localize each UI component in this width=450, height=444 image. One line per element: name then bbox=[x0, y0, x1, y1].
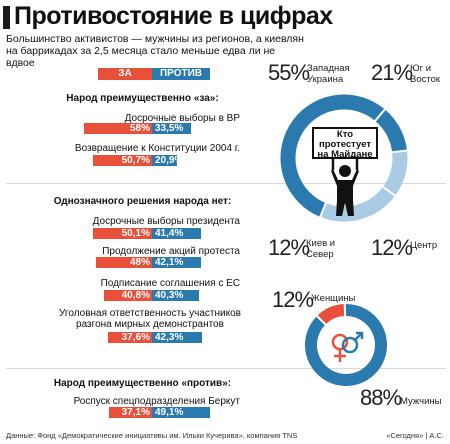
bar-protiv: 20,9% bbox=[152, 155, 183, 166]
row-label: Досрочные выборы в ВР bbox=[124, 113, 240, 124]
region-name-kyiv-north: Киев и Север bbox=[306, 238, 336, 260]
gender-slice-0 bbox=[317, 304, 346, 325]
footer-source: Данные: Фонд «Демократические инициативы… bbox=[6, 431, 298, 440]
row-label: Возвращение к Конституции 2004 г. bbox=[74, 143, 240, 154]
bar-protiv: 42,3% bbox=[152, 332, 202, 343]
gender-name-women: Женщины bbox=[311, 293, 356, 304]
region-label-kyiv-north: 12% bbox=[268, 235, 310, 260]
divider-2 bbox=[6, 368, 446, 369]
bar-protiv: 42,1% bbox=[152, 257, 202, 268]
bar-za: 58% bbox=[84, 123, 152, 134]
region-separator bbox=[392, 149, 408, 154]
row-label: Подписание соглашения с ЕС bbox=[100, 278, 240, 289]
region-label-west: 55% bbox=[268, 60, 310, 85]
region-name-west: Западная Украина bbox=[307, 63, 350, 85]
gender-name-men: Мужчины bbox=[400, 396, 442, 407]
region-slice-3 bbox=[320, 186, 396, 222]
region-name-south-east: Юг и Восток bbox=[410, 63, 441, 85]
region-slice-2 bbox=[382, 150, 408, 196]
gender-label-men: 88% bbox=[360, 385, 402, 410]
section-title-za: Народ преимущественно «за»: bbox=[66, 93, 219, 104]
footer-credit: «Сегодня» | А.С. bbox=[386, 431, 444, 440]
bar-za: 37,1% bbox=[108, 407, 152, 418]
region-separator bbox=[382, 185, 396, 197]
region-separator bbox=[374, 108, 386, 122]
region-name-center: Центр bbox=[410, 240, 438, 251]
row-label: Досрочные выборы президента bbox=[92, 216, 240, 227]
row-label: Роспуск спецподразделения Беркут bbox=[73, 396, 240, 407]
region-slice-1 bbox=[374, 109, 408, 153]
legend-za: ЗА bbox=[98, 68, 152, 80]
section-title-undecided: Однозначного решения народа нет: bbox=[53, 196, 232, 207]
row-label: Уголовная ответственность участников раз… bbox=[59, 308, 241, 330]
bar-za: 48% bbox=[95, 257, 152, 268]
page-title: Противостояние в цифрах bbox=[14, 2, 333, 30]
gender-label-women: 12% bbox=[272, 287, 314, 312]
bar-za: 40,8% bbox=[104, 290, 152, 301]
bar-protiv: 49,1% bbox=[152, 407, 210, 418]
divider-1 bbox=[6, 183, 446, 184]
row-label: Продолжение акций протеста bbox=[102, 246, 240, 257]
protester-sign: Кто протестует на Майдане bbox=[312, 127, 378, 160]
legend-protiv: ПРОТИВ bbox=[152, 68, 210, 80]
bar-protiv: 41,4% bbox=[152, 228, 201, 239]
bar-protiv: 40,3% bbox=[152, 290, 200, 301]
bar-za: 50,1% bbox=[93, 228, 152, 239]
bar-protiv: 33,5% bbox=[152, 123, 192, 134]
region-label-south-east: 21% bbox=[371, 60, 413, 85]
bar-za: 50,7% bbox=[92, 155, 152, 166]
section-title-protiv: Народ преимущественно «против»: bbox=[53, 378, 232, 389]
bar-za: 37,6% bbox=[107, 332, 152, 343]
region-separator bbox=[319, 202, 327, 218]
subtitle: Большинство активистов — мужчины из реги… bbox=[6, 33, 304, 69]
gender-separator bbox=[316, 315, 327, 326]
region-label-center: 12% bbox=[371, 235, 413, 260]
title-mark bbox=[3, 6, 10, 29]
gender-slice-1 bbox=[305, 304, 387, 386]
